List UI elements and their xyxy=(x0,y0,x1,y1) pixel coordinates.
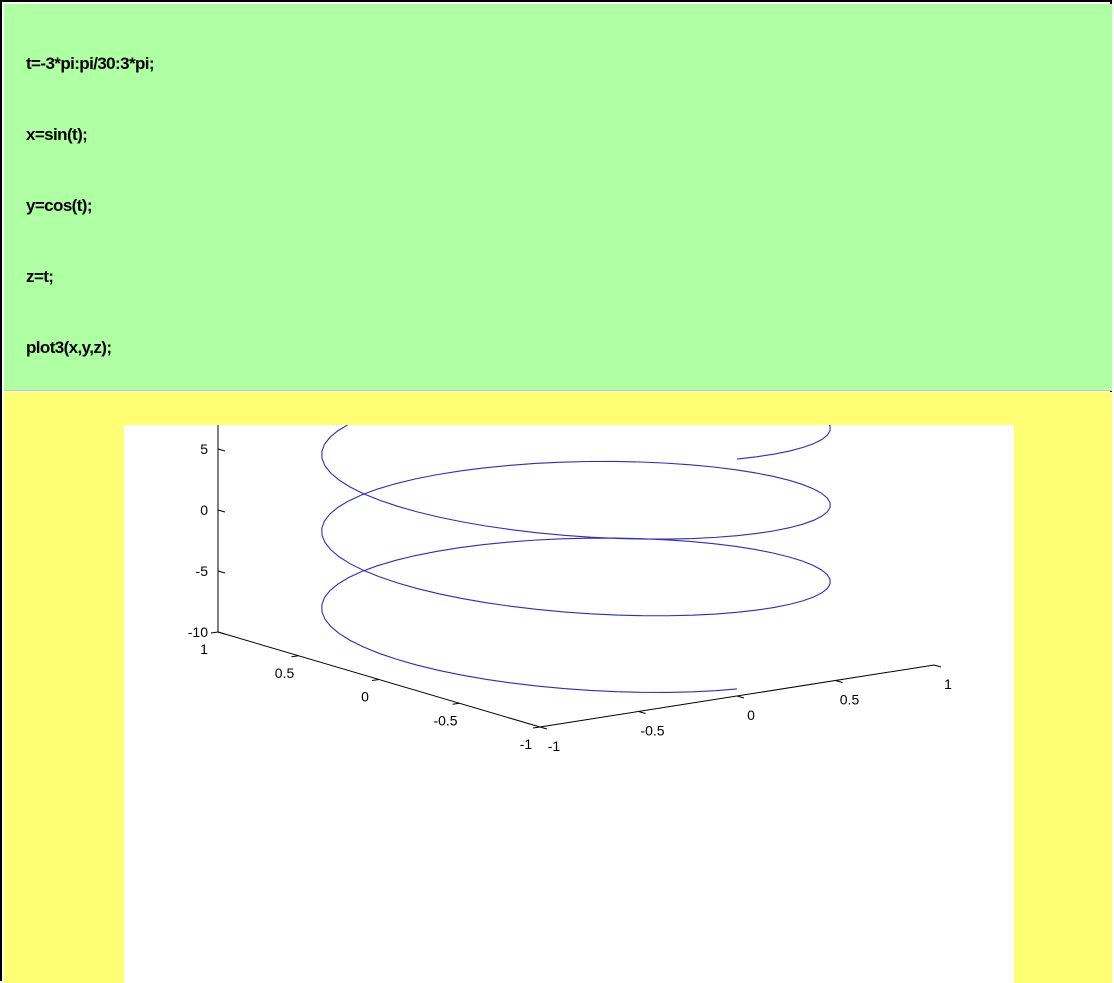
z-tick-mark xyxy=(217,631,226,635)
x-tick-mark xyxy=(736,695,745,699)
helix-chart: -1-0.500.51-1-0.500.51-10-50510 xyxy=(188,425,952,754)
x-tick-mark xyxy=(835,680,843,683)
x-tick-label: -1 xyxy=(548,738,561,754)
y-tick-label: -1 xyxy=(520,736,533,752)
y-tick-label: -0.5 xyxy=(433,712,457,728)
x-tick-mark xyxy=(539,726,548,730)
x-tick-mark xyxy=(638,711,646,714)
code-line-4: z=t; xyxy=(26,267,54,286)
z-tick-mark xyxy=(217,509,226,513)
z-tick-label: -10 xyxy=(188,624,208,640)
ticks-layer: -1-0.500.51-1-0.500.51-10-50510 xyxy=(188,441,952,754)
z-tick-mark xyxy=(217,448,226,452)
helix-series-line xyxy=(321,425,831,693)
y-tick-mark xyxy=(371,679,380,681)
y-tick-label: 0.5 xyxy=(275,665,295,681)
code-block: t=-3*pi:pi/30:3*pi; x=sin(t); y=cos(t); … xyxy=(4,4,1112,391)
axes-layer xyxy=(217,425,935,728)
y-tick-mark xyxy=(452,702,460,705)
y-tick-label: 0 xyxy=(361,689,369,705)
x-tick-label: -0.5 xyxy=(640,723,664,739)
figure-canvas: -1-0.500.51-1-0.500.51-10-50510 xyxy=(124,425,1014,983)
x-tick-label: 1 xyxy=(944,676,952,692)
x-tick-label: 0 xyxy=(747,707,755,723)
z-tick-label: 0 xyxy=(200,502,208,518)
z-tick-label: 5 xyxy=(200,441,208,457)
code-line-2: x=sin(t); xyxy=(26,125,88,144)
y-tick-mark xyxy=(210,631,219,634)
y-tick-mark xyxy=(532,726,541,729)
x-tick-mark xyxy=(933,664,942,668)
z-tick-mark xyxy=(217,570,226,574)
code-line-3: y=cos(t); xyxy=(26,196,93,215)
x-tick-label: 0.5 xyxy=(840,692,860,708)
y-tick-label: 1 xyxy=(200,641,208,657)
z-tick-label: -5 xyxy=(196,563,209,579)
code-line-1: t=-3*pi:pi/30:3*pi; xyxy=(26,54,155,73)
plot-block: -1-0.500.51-1-0.500.51-10-50510 xyxy=(4,392,1112,983)
line-layer xyxy=(321,425,831,693)
y-tick-mark xyxy=(291,655,299,658)
code-line-5: plot3(x,y,z); xyxy=(26,338,112,357)
